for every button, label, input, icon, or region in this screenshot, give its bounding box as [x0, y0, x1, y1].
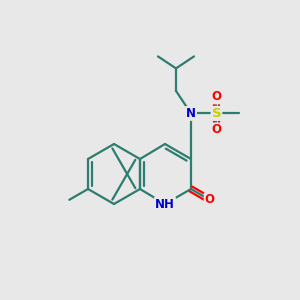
- Text: N: N: [186, 107, 196, 120]
- Text: O: O: [212, 90, 221, 104]
- Text: S: S: [212, 107, 221, 120]
- Text: O: O: [205, 193, 215, 206]
- Text: O: O: [212, 123, 221, 136]
- Text: NH: NH: [155, 197, 175, 211]
